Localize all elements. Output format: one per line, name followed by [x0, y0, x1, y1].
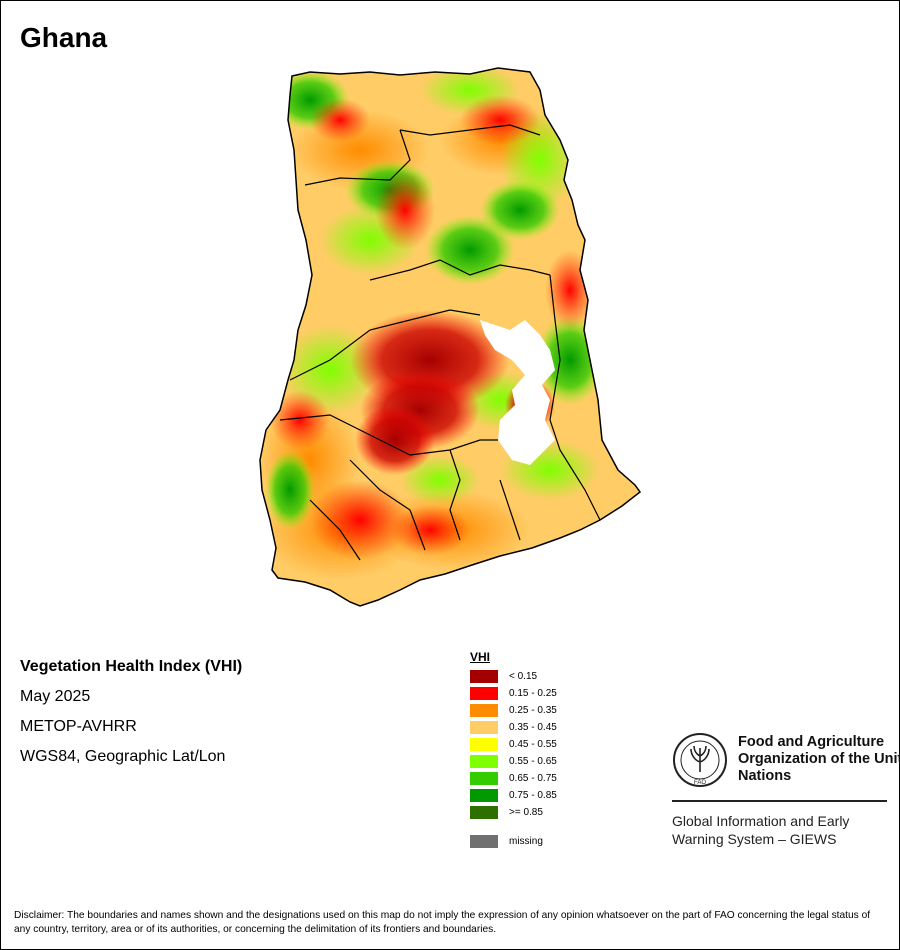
legend-swatch [470, 687, 498, 700]
legend-item: 0.25 - 0.35 [470, 702, 557, 719]
legend-item: 0.75 - 0.85 [470, 787, 557, 804]
legend-item: >= 0.85 [470, 804, 557, 821]
legend-item: 0.35 - 0.45 [470, 719, 557, 736]
legend-swatch [470, 670, 498, 683]
map-title: Ghana [20, 22, 108, 53]
legend-swatch [470, 755, 498, 768]
index-name: Vegetation Health Index (VHI) [20, 658, 243, 675]
lake-volta [480, 320, 555, 465]
period: May 2025 [20, 688, 91, 705]
legend-label: 0.65 - 0.75 [509, 773, 557, 784]
fao-logo-text: FAO [694, 780, 706, 786]
legend-label: < 0.15 [509, 671, 538, 682]
legend-item: 0.55 - 0.65 [470, 753, 557, 770]
legend-swatch [470, 721, 498, 734]
legend-swatch [470, 704, 498, 717]
legend-swatch [470, 806, 498, 819]
legend-label: 0.35 - 0.45 [509, 722, 557, 733]
legend-item: < 0.15 [470, 668, 557, 685]
legend-swatch [470, 835, 498, 848]
legend-swatch [470, 772, 498, 785]
legend-label: >= 0.85 [509, 807, 543, 818]
projection: WGS84, Geographic Lat/Lon [20, 748, 226, 765]
legend-item-missing: missing [470, 833, 557, 850]
legend-label: 0.55 - 0.65 [509, 756, 557, 767]
fao-name: Food and Agriculture Organization of the… [738, 734, 900, 784]
legend-title: VHI [470, 650, 491, 664]
legend-label: 0.25 - 0.35 [509, 705, 557, 716]
legend-label: missing [509, 836, 543, 847]
legend-item: 0.15 - 0.25 [470, 685, 557, 702]
legend-swatch [470, 738, 498, 751]
fao-logo-icon: FAO [673, 733, 727, 787]
map-info: Vegetation Health Index (VHI) May 2025 M… [20, 656, 242, 776]
disclaimer: Disclaimer: The boundaries and names sho… [14, 910, 871, 935]
legend-label: 0.15 - 0.25 [509, 688, 557, 699]
legend-swatch [470, 789, 498, 802]
vhi-raster [260, 68, 640, 606]
legend-label: 0.75 - 0.85 [509, 790, 557, 801]
admin-boundaries [279, 124, 601, 561]
sensor: METOP-AVHRR [20, 718, 137, 735]
vhi-legend: VHI < 0.15 0.15 - 0.25 0.25 - 0.35 0.35 … [470, 650, 557, 850]
legend-label: 0.45 - 0.55 [509, 739, 557, 750]
ghana-vhi-map [259, 67, 641, 607]
fao-divider [672, 800, 887, 802]
legend-item: 0.45 - 0.55 [470, 736, 557, 753]
legend-item: 0.65 - 0.75 [470, 770, 557, 787]
giews-name: Global Information and Early Warning Sys… [672, 813, 850, 847]
